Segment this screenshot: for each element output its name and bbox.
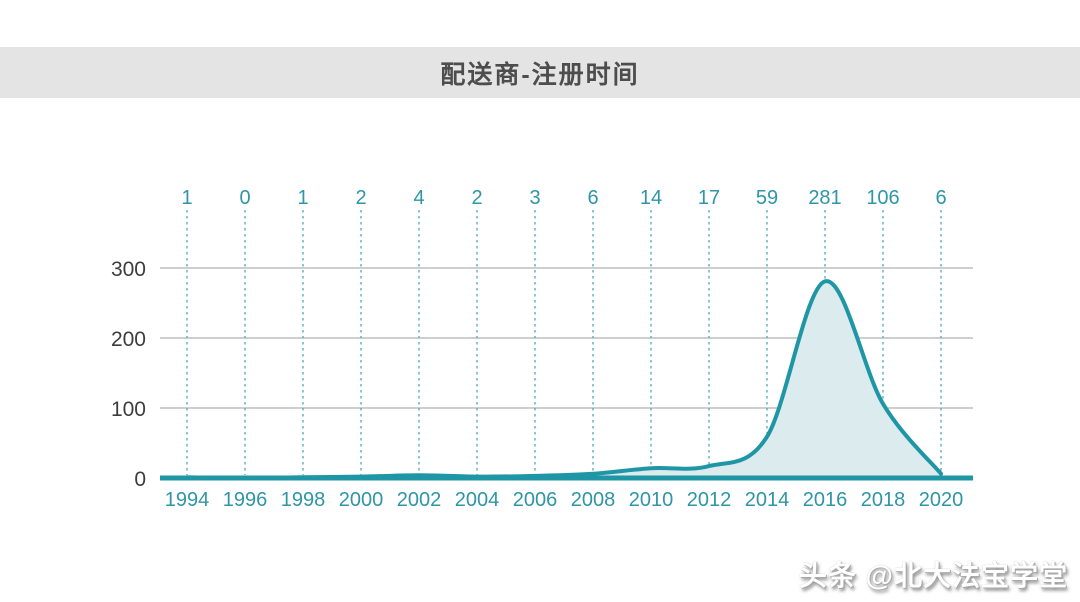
x-axis-tick-label: 2018 [861, 489, 906, 511]
value-label: 281 [808, 187, 841, 209]
x-axis-tick-label: 2000 [339, 489, 384, 511]
x-axis-tick-label: 2016 [803, 489, 848, 511]
chart-title-band: 配送商-注册时间 [0, 47, 1080, 98]
value-label: 4 [413, 187, 424, 209]
value-label: 1 [297, 187, 308, 209]
y-axis-tick-label: 300 [111, 258, 146, 281]
y-axis-tick-label: 100 [111, 398, 146, 421]
x-axis-tick-label: 1996 [223, 489, 268, 511]
value-label: 2 [471, 187, 482, 209]
x-axis-tick-label: 2012 [687, 489, 732, 511]
x-axis-tick-label: 2008 [571, 489, 616, 511]
value-label: 0 [239, 187, 250, 209]
value-label: 2 [355, 187, 366, 209]
value-label: 6 [935, 187, 946, 209]
x-axis-tick-label: 1998 [281, 489, 326, 511]
x-axis-tick-label: 2002 [397, 489, 442, 511]
x-axis-tick-label: 2020 [919, 489, 964, 511]
value-label: 1 [181, 187, 192, 209]
value-label: 17 [698, 187, 720, 209]
value-label: 3 [529, 187, 540, 209]
area-fill [187, 281, 941, 478]
chart-title: 配送商-注册时间 [440, 60, 640, 89]
y-axis-tick-label: 0 [134, 468, 146, 491]
x-axis-tick-label: 2004 [455, 489, 500, 511]
y-axis-tick-label: 200 [111, 328, 146, 351]
value-label: 6 [587, 187, 598, 209]
x-axis-tick-label: 2014 [745, 489, 790, 511]
x-axis-tick-label: 1994 [165, 489, 210, 511]
watermark: 头条 @北大法宝学堂 [798, 560, 1068, 591]
value-label: 59 [756, 187, 778, 209]
x-axis-tick-label: 2010 [629, 489, 674, 511]
value-label: 106 [866, 187, 899, 209]
x-axis-tick-label: 2006 [513, 489, 558, 511]
value-label: 14 [640, 187, 662, 209]
